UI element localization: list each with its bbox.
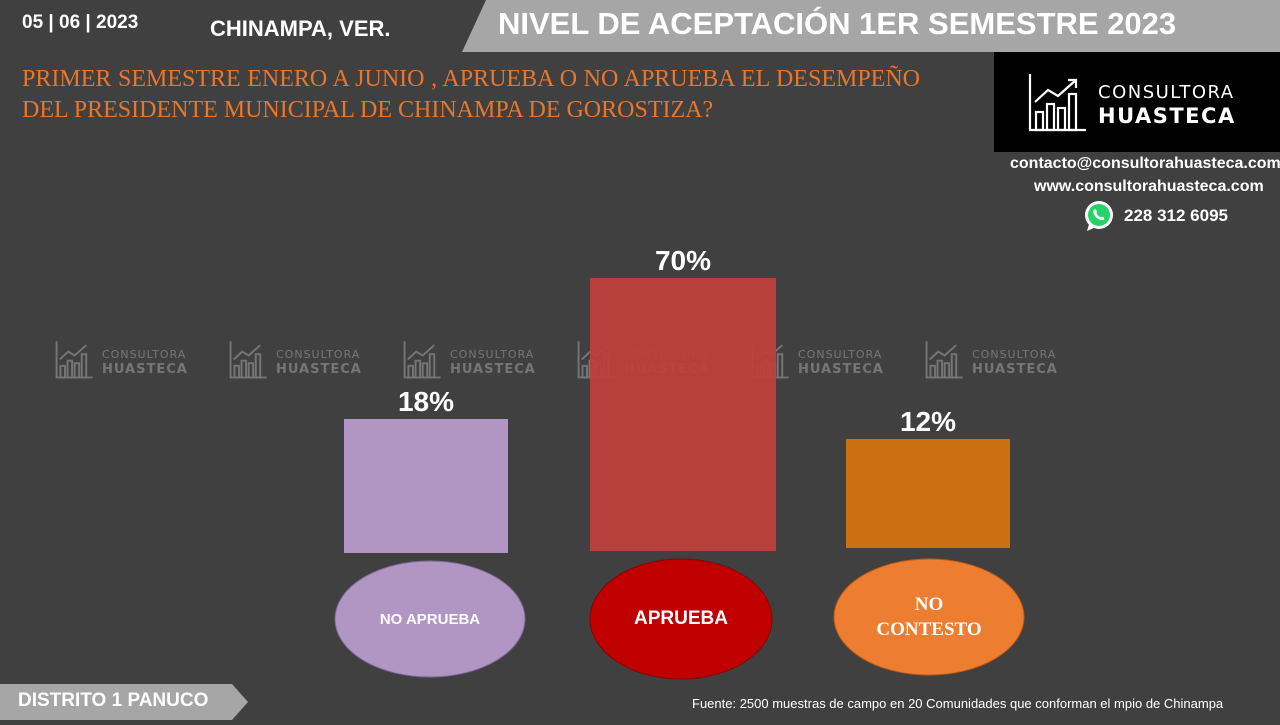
location: CHINAMPA, VER. [210,16,391,41]
watermark-line-2: HUASTECA [972,362,1058,377]
logo-line-2: HUASTECA [1098,104,1236,128]
bar-value-label: 70% [655,245,711,276]
watermark-line-2: HUASTECA [102,362,188,377]
contact-phone: 228 312 6095 [1124,206,1228,225]
survey-question: PRIMER SEMESTRE ENERO A JUNIO , APRUEBA … [22,66,920,123]
rising-bar-chart-icon [403,341,441,379]
watermark-line-2: HUASTECA [450,362,536,377]
bar-no-aprueba [344,419,508,553]
bar-aprueba [590,278,776,551]
bar-value-label: 12% [900,406,956,437]
rising-bar-chart-icon [925,341,963,379]
rising-bar-chart-icon [229,341,267,379]
watermark-line-1: CONSULTORA [276,348,361,361]
contact-website[interactable]: www.consultorahuasteca.com [1034,178,1264,195]
title-banner: NIVEL DE ACEPTACIÓN 1ER SEMESTRE 2023 [462,0,1280,52]
watermark-line-2: HUASTECA [798,362,884,377]
category-ellipse [589,558,773,680]
contact-email[interactable]: contacto@consultorahuasteca.com [1010,155,1280,172]
watermark-line-1: CONSULTORA [972,348,1057,361]
category-ellipse [334,560,526,678]
category-label: NO CONTESTO [876,594,982,640]
watermark-line-1: CONSULTORA [798,348,883,361]
date: 05 | 06 | 2023 [22,12,139,33]
district-label: DISTRITO 1 PANUCO [18,690,209,711]
category-ellipse [833,558,1025,676]
category-label: NO APRUEBA [379,610,481,628]
bar-value-label: 18% [398,386,454,417]
district-tag: DISTRITO 1 PANUCO [0,684,250,725]
page-title: NIVEL DE ACEPTACIÓN 1ER SEMESTRE 2023 [498,6,1177,41]
bar-no-contesto [846,439,1010,548]
watermark-line-1: CONSULTORA [102,348,187,361]
rising-bar-chart-icon [55,341,93,379]
watermark-line-1: CONSULTORA [450,348,535,361]
whatsapp-icon [1085,201,1113,231]
category-label: APRUEBA [634,608,728,629]
source-note: Fuente: 2500 muestras de campo en 20 Com… [692,696,1224,711]
logo-line-1: CONSULTORA [1098,82,1235,103]
watermark-line-2: HUASTECA [276,362,362,377]
logo: CONSULTORA HUASTECA [994,52,1280,152]
rising-bar-chart-icon [1028,74,1086,132]
